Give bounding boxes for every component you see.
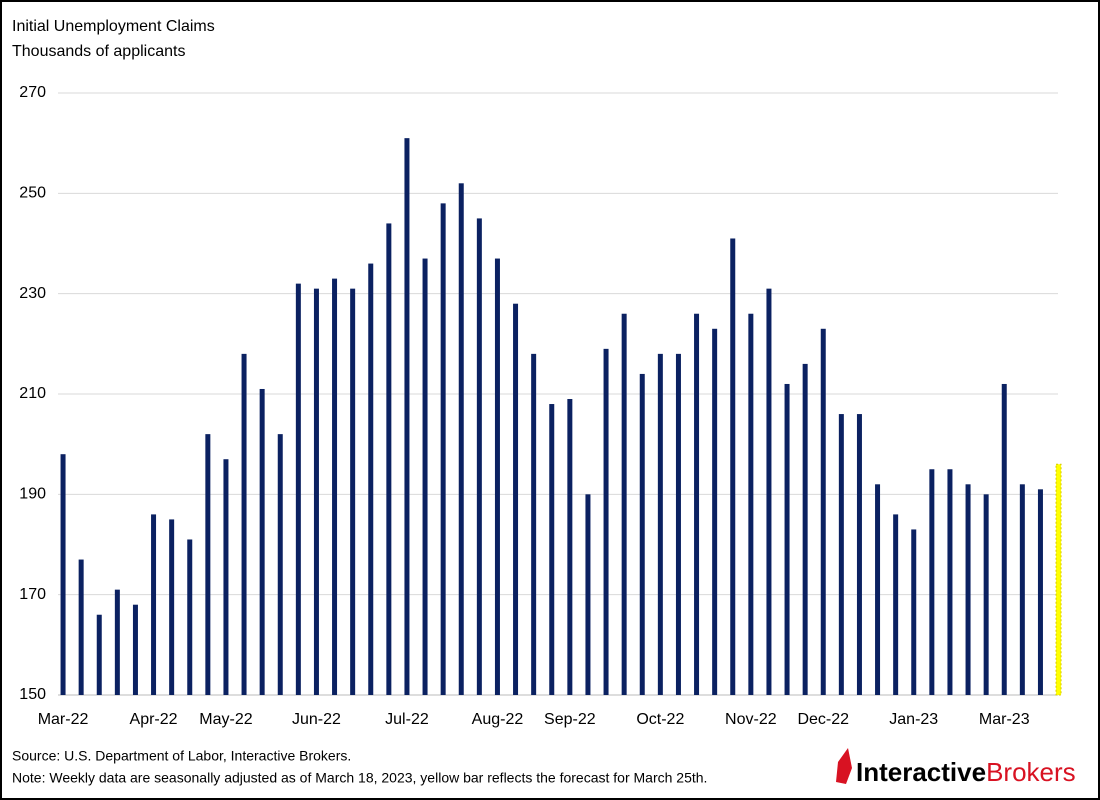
bar bbox=[947, 469, 953, 695]
bar bbox=[440, 203, 446, 695]
y-tick-label: 210 bbox=[19, 385, 46, 402]
bar bbox=[458, 183, 464, 696]
x-tick-label: Dec-22 bbox=[797, 711, 849, 728]
bar bbox=[1055, 463, 1062, 696]
bar bbox=[277, 434, 283, 695]
bar bbox=[205, 434, 211, 695]
bar bbox=[675, 353, 681, 695]
bar bbox=[114, 589, 120, 695]
x-tick-label: Jun-22 bbox=[292, 711, 341, 728]
bar bbox=[875, 484, 881, 695]
bar bbox=[730, 238, 736, 695]
bar bbox=[531, 353, 537, 695]
bar bbox=[1037, 489, 1043, 695]
bar bbox=[838, 414, 844, 695]
bar bbox=[187, 539, 193, 695]
x-tick-label: May-22 bbox=[199, 711, 252, 728]
y-tick-label: 270 bbox=[19, 84, 46, 101]
bar bbox=[96, 614, 102, 695]
bar bbox=[929, 469, 935, 695]
bar bbox=[603, 348, 609, 695]
x-tick-label: Mar-22 bbox=[38, 711, 89, 728]
bar bbox=[259, 388, 265, 695]
y-tick-label: 250 bbox=[19, 185, 46, 202]
note: Note: Weekly data are seasonally adjuste… bbox=[12, 770, 707, 786]
bar bbox=[802, 363, 808, 695]
bar bbox=[694, 313, 700, 695]
logo-icon bbox=[836, 748, 852, 784]
bar bbox=[476, 218, 482, 695]
x-tick-label: Apr-22 bbox=[130, 711, 178, 728]
bar bbox=[657, 353, 663, 695]
x-tick-label: Sep-22 bbox=[544, 711, 596, 728]
bar bbox=[567, 399, 573, 695]
bar bbox=[151, 514, 157, 695]
bar bbox=[965, 484, 971, 695]
y-tick-label: 170 bbox=[19, 586, 46, 603]
x-tick-label: Mar-23 bbox=[979, 711, 1030, 728]
bar bbox=[820, 328, 826, 695]
x-tick-label: Jan-23 bbox=[889, 711, 938, 728]
bar bbox=[1019, 484, 1025, 695]
bar bbox=[1001, 383, 1007, 695]
bar bbox=[513, 303, 519, 695]
bar bbox=[350, 288, 356, 695]
bar bbox=[404, 138, 410, 695]
bar bbox=[494, 258, 500, 695]
logo-part: Brokers bbox=[986, 757, 1076, 787]
logo: InteractiveBrokers bbox=[856, 757, 1076, 787]
y-tick-label: 230 bbox=[19, 285, 46, 302]
x-tick-label: Jul-22 bbox=[385, 711, 429, 728]
chart-subtitle: Thousands of applicants bbox=[12, 43, 185, 60]
bar bbox=[766, 288, 772, 695]
bar bbox=[856, 414, 862, 695]
x-tick-label: Oct-22 bbox=[636, 711, 684, 728]
bar bbox=[712, 328, 718, 695]
bar bbox=[295, 283, 301, 695]
bar bbox=[368, 263, 374, 695]
bar bbox=[422, 258, 428, 695]
bar bbox=[60, 454, 66, 695]
x-tick-label: Nov-22 bbox=[725, 711, 777, 728]
bar bbox=[132, 604, 138, 695]
bar bbox=[983, 494, 989, 695]
bar bbox=[223, 459, 229, 695]
bar bbox=[911, 529, 917, 695]
bar bbox=[332, 278, 338, 695]
bar bbox=[241, 353, 247, 695]
bar bbox=[639, 373, 645, 695]
bar bbox=[313, 288, 319, 695]
logo-part: Interactive bbox=[856, 757, 986, 787]
source: Source: U.S. Department of Labor, Intera… bbox=[12, 748, 351, 764]
y-tick-label: 150 bbox=[19, 686, 46, 703]
bar bbox=[549, 404, 555, 695]
y-tick-label: 190 bbox=[19, 486, 46, 503]
bar bbox=[893, 514, 899, 695]
bar bbox=[78, 559, 84, 695]
bar bbox=[621, 313, 627, 695]
bar bbox=[585, 494, 591, 695]
bar bbox=[784, 383, 790, 695]
chart-title: Initial Unemployment Claims bbox=[12, 18, 215, 35]
x-tick-label: Aug-22 bbox=[472, 711, 524, 728]
bar bbox=[386, 223, 392, 695]
bar bbox=[169, 519, 175, 695]
bar bbox=[748, 313, 754, 695]
